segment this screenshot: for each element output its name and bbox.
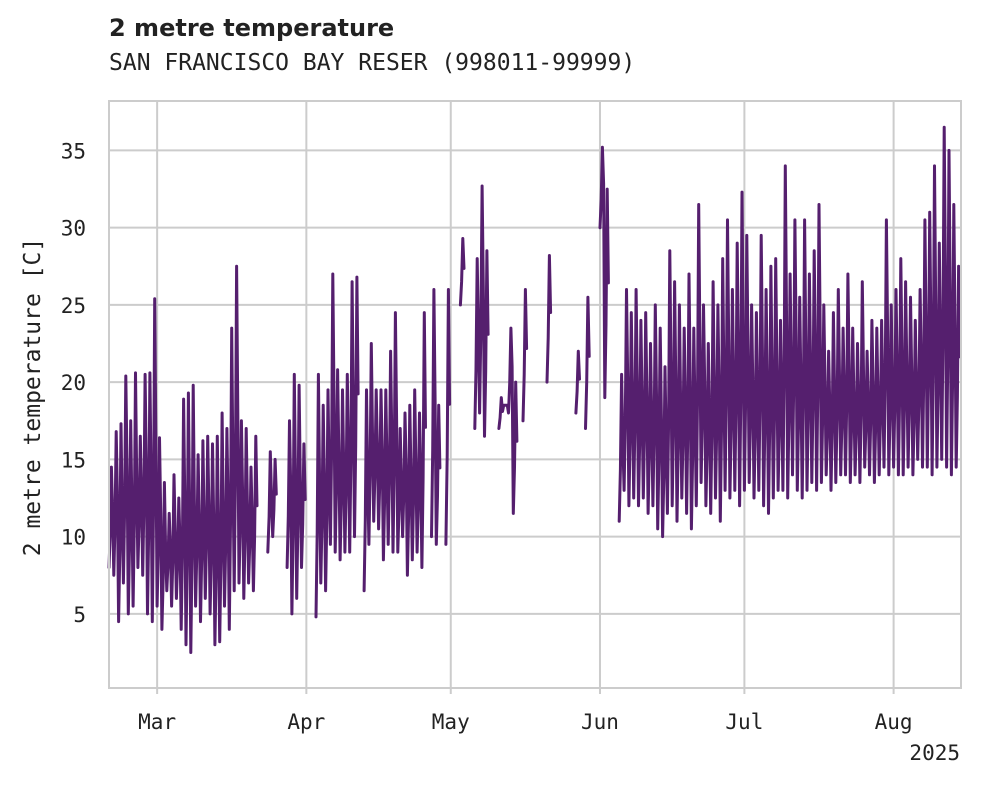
x-tick-label: Mar (138, 710, 176, 734)
x-tick-label: Aug (875, 710, 913, 734)
x-tick-label: Apr (287, 710, 325, 734)
y-tick-label: 30 (61, 217, 86, 241)
y-tick-label: 20 (61, 371, 86, 395)
y-tick-labels: 5 10 15 20 25 30 35 (61, 139, 86, 626)
plot-frame (108, 100, 962, 689)
y-axis-label: 2 metre temperature [C] (20, 238, 46, 557)
series-lines (107, 125, 962, 654)
x-tick-label: May (432, 710, 470, 734)
y-tick-label: 5 (73, 603, 86, 627)
y-tick-label: 35 (61, 139, 86, 163)
x-tick-label: Jul (725, 710, 763, 734)
chart-title: 2 metre temperature (109, 14, 395, 42)
y-tick-label: 25 (61, 294, 86, 318)
y-tick-label: 10 (61, 526, 86, 550)
year-label: 2025 (909, 741, 960, 765)
x-tick-label: Jun (581, 710, 619, 734)
temperature-line (107, 125, 962, 654)
x-tick-labels: Mar Apr May Jun Jul Aug (138, 710, 912, 734)
y-tick-label: 15 (61, 448, 86, 472)
chart-subtitle: SAN FRANCISCO BAY RESER (998011-99999) (109, 50, 636, 76)
